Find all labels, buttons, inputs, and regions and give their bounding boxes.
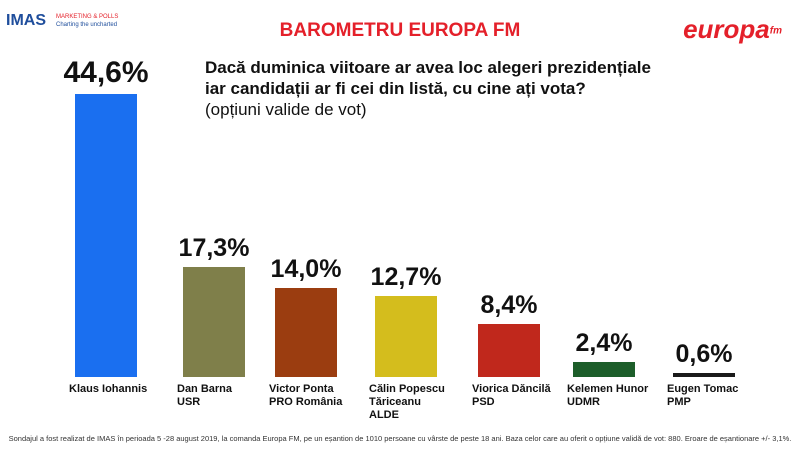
x-tick-label: Viorica Dăncilă [472, 383, 551, 395]
logo-europa: europafm [683, 14, 782, 45]
x-tick-label: Eugen Tomac [667, 383, 739, 395]
footnote: Sondajul a fost realizat de IMAS în peri… [8, 434, 792, 443]
x-tick-label: Dan Barna [177, 383, 233, 395]
logo-text: IMAS [6, 12, 46, 29]
value-label: 14,0% [270, 255, 342, 284]
question-note: (opțiuni valide de vot) [205, 100, 367, 119]
x-tick-label: Călin Popescu Tăriceanu [369, 383, 445, 408]
value-label: 8,4% [480, 290, 538, 319]
logo-text: fm [769, 25, 782, 37]
bar [275, 288, 337, 377]
logo-text: Charting the uncharted [56, 22, 118, 28]
question: Dacă duminica viitoare ar avea loc alege… [205, 58, 651, 77]
logo-imas: IMAS MARKETING & POLLS Charting the unch… [6, 12, 118, 30]
chart-title: BAROMETRU EUROPA FM [279, 20, 521, 41]
x-tick-label: Klaus Iohannis [69, 383, 148, 395]
x-tick-label: Kelemen Hunor [567, 383, 649, 395]
bar [573, 361, 635, 377]
x-tick-label: ALDE [369, 409, 399, 421]
bar [75, 93, 137, 377]
logo-text: MARKETING & POLLS [56, 14, 119, 20]
value-label: 0,6% [675, 340, 733, 369]
x-tick-label: PSD [472, 396, 495, 408]
bar [673, 373, 735, 377]
x-tick-label: UDMR [567, 396, 600, 408]
question: iar candidații ar fi cei din listă, cu c… [205, 79, 586, 98]
x-tick-label: PMP [667, 396, 691, 408]
logo-text: europa [683, 14, 770, 44]
value-label: 2,4% [575, 328, 633, 357]
value-label: 12,7% [370, 263, 442, 292]
x-tick-label: USR [177, 396, 201, 408]
bar [375, 296, 437, 377]
x-tick-label: PRO România [269, 396, 343, 408]
x-tick-label: Victor Ponta [269, 383, 334, 395]
value-label: 44,6% [63, 55, 149, 89]
bar [183, 267, 245, 377]
value-label: 17,3% [178, 234, 250, 263]
bar [478, 323, 540, 377]
